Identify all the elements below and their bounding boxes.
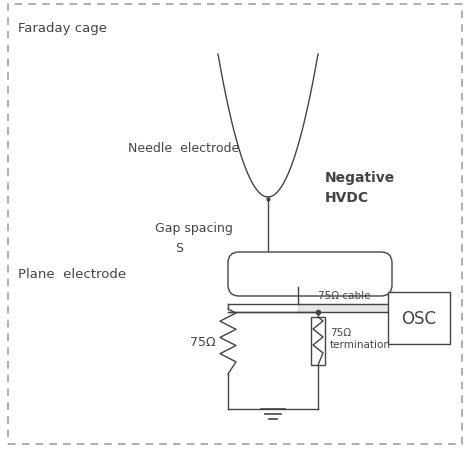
Bar (311, 317, 325, 365)
Text: 75Ω: 75Ω (330, 327, 351, 337)
Bar (388, 293, 450, 344)
Text: Faraday cage: Faraday cage (18, 22, 107, 35)
Text: HVDC: HVDC (325, 191, 369, 205)
Text: Plane  electrode: Plane electrode (18, 268, 126, 281)
Text: 75Ω: 75Ω (191, 335, 216, 348)
Text: OSC: OSC (401, 309, 437, 327)
Text: termination: termination (330, 339, 391, 349)
Text: Gap spacing: Gap spacing (155, 221, 233, 234)
Text: Needle  electrode: Needle electrode (128, 141, 239, 154)
Text: S: S (175, 241, 183, 254)
Text: 75Ω cable: 75Ω cable (318, 290, 371, 300)
Text: Negative: Negative (325, 171, 395, 185)
FancyBboxPatch shape (228, 253, 392, 296)
